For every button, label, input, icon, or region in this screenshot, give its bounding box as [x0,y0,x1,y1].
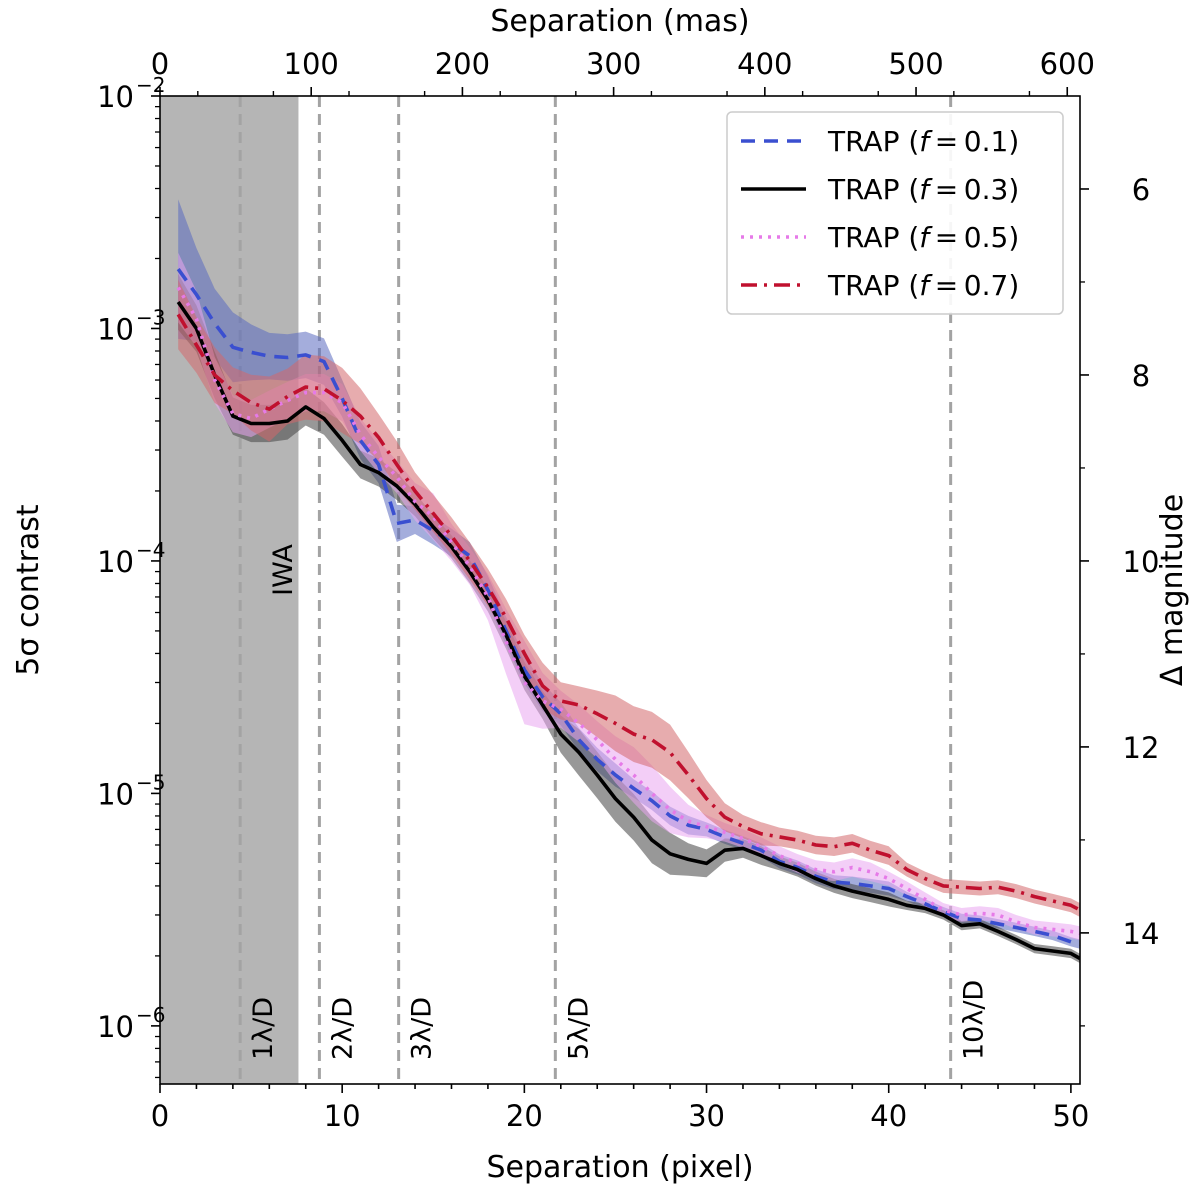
y-axis-left: 10−610−510−410−310−2 [97,73,165,1079]
x-tick-label: 10 [324,1099,361,1133]
x-axis-bottom: 0 10 20 30 40 50 [151,1084,1089,1133]
y-tick-exponent: −3 [136,305,165,329]
right-tick-label: 10 [1123,545,1160,579]
legend-label: TRAP (f = 0.1) [827,125,1019,158]
top-axis-title: Separation (mas) [490,4,749,39]
right-tick-label: 6 [1132,173,1150,207]
legend-box [726,111,1064,315]
legend-label: TRAP (f = 0.5) [827,221,1019,254]
lambda-label: 2λ/D [327,997,358,1060]
x-axis-title: Separation (pixel) [486,1150,753,1185]
top-tick-label: 500 [888,47,943,81]
lambda-label: 5λ/D [563,997,594,1060]
top-tick-label: 300 [586,47,641,81]
top-tick-label: 0 [151,47,169,81]
y-axis-title: 5σ contrast [11,504,46,676]
annotations: IWA [268,544,299,596]
right-axis-title: Δ magnitude [1155,494,1190,686]
y-tick-label: 10 [97,1010,134,1044]
top-tick-label: 400 [737,47,792,81]
series-line [176,268,1080,946]
y-axis-right: 6 8 10 12 14 [1080,173,1160,1027]
top-tick-label: 600 [1040,47,1095,81]
lambda-label: 1λ/D [248,997,279,1060]
plot-frame [159,95,1081,1085]
series-line [176,286,1080,936]
x-tick-label: 30 [688,1099,725,1133]
legend-label: TRAP (f = 0.7) [827,269,1019,302]
lambda-label: 10λ/D [959,980,990,1060]
y-tick-label: 10 [97,312,134,346]
legend: TRAP (f = 0.1) TRAP (f = 0.3) TRAP (f = 0.… [726,111,1064,315]
x-tick-label: 40 [870,1099,907,1133]
x-tick-label: 20 [506,1099,543,1133]
series-line [176,313,1080,912]
y-tick-exponent: −5 [136,770,165,794]
y-tick-label: 10 [97,80,134,114]
x-tick-label: 0 [151,1099,169,1133]
y-tick-label: 10 [97,545,134,579]
y-tick-exponent: −6 [136,1003,165,1027]
y-tick-label: 10 [97,777,134,811]
legend-label: TRAP (f = 0.3) [827,173,1019,206]
y-tick-exponent: −4 [136,538,165,562]
top-tick-label: 100 [284,47,339,81]
x-tick-label: 50 [1052,1099,1089,1133]
right-tick-label: 14 [1123,917,1160,951]
lambda-label: 3λ/D [407,997,438,1060]
right-tick-label: 8 [1132,359,1150,393]
x-axis-top: 0 100 200 300 400 500 600 [151,47,1095,96]
y-tick-exponent: −2 [136,73,165,97]
right-tick-label: 12 [1123,731,1160,765]
iwa-label: IWA [268,544,299,596]
series-line [176,300,1080,961]
top-tick-label: 200 [435,47,490,81]
lambda-labels: 1λ/D 2λ/D 3λ/D 5λ/D 10λ/D [248,980,989,1060]
series-band [178,274,1080,964]
series-lines [176,268,1080,961]
uncertainty-bands [178,199,1080,964]
